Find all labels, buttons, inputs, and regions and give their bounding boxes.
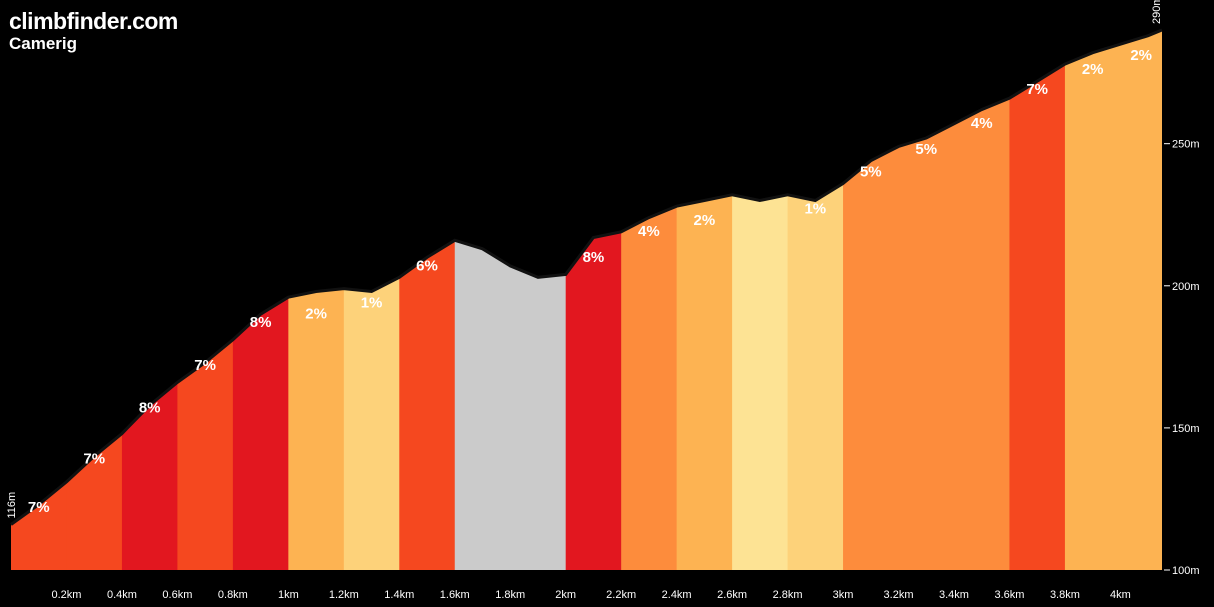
end-elevation-label: 290m (1151, 0, 1163, 24)
gradient-segment (399, 30, 456, 570)
x-tick-label: 0.2km (51, 589, 81, 601)
gradient-segment (232, 30, 289, 570)
x-tick-label: 2.4km (662, 589, 692, 601)
site-logo-text: climbfinder.com (9, 8, 178, 34)
gradient-segment (454, 30, 567, 570)
brand-block: climbfinder.com Camerig (9, 8, 178, 54)
x-tick-label: 3km (833, 589, 854, 601)
x-tick-label: 0.6km (162, 589, 192, 601)
y-tick-label: 150m (1172, 423, 1200, 435)
x-tick-label: 3.8km (1050, 589, 1080, 601)
gradient-label: 8% (583, 249, 605, 266)
y-axis-ticks: 100m 150m 200m 250m (1164, 139, 1200, 577)
gradient-segment (66, 30, 123, 570)
x-tick-label: 3.4km (939, 589, 969, 601)
start-elevation-label: 116m (6, 492, 18, 519)
gradient-segment (121, 30, 179, 570)
x-axis-ticks: 0.2km 0.4km 0.6km 0.8km 1km 1.2km 1.4km 1.6km 1.… (51, 589, 1130, 601)
gradient-label: 7% (194, 357, 216, 374)
profile-outline (10, 28, 1163, 526)
gradient-segment (843, 30, 900, 570)
gradient-label: 7% (1026, 81, 1048, 98)
x-tick-label: 1.8km (495, 589, 525, 601)
x-tick-label: 2km (555, 589, 576, 601)
gradient-label: 7% (83, 451, 105, 468)
gradient-label: 5% (915, 141, 937, 158)
gradient-segment (1120, 30, 1162, 570)
x-tick-label: 1.6km (440, 589, 470, 601)
x-tick-label: 3.6km (994, 589, 1024, 601)
gradient-bands (11, 30, 1162, 570)
gradient-label: 4% (638, 223, 660, 240)
y-tick-label: 200m (1172, 281, 1200, 293)
gradient-label: 8% (139, 399, 161, 416)
x-tick-label: 2.6km (717, 589, 747, 601)
gradient-label: 6% (416, 257, 438, 274)
gradient-label: 5% (860, 164, 882, 181)
gradient-label: 2% (694, 212, 716, 229)
gradient-label: 4% (971, 115, 993, 132)
gradient-segment (1064, 30, 1121, 570)
elevation-end-labels: 116m 290m (6, 0, 1163, 519)
gradient-segment (1009, 30, 1066, 570)
y-tick-label: 250m (1172, 139, 1200, 151)
x-tick-label: 0.4km (107, 589, 137, 601)
climb-name: Camerig (9, 34, 78, 53)
gradient-labels: 7% 7% 8% 7% 8% 2% 1% 6% 8% 4% 2% 1% 5% 5% 4% 7% 2% 2% (28, 47, 1152, 516)
x-tick-label: 2.2km (606, 589, 636, 601)
gradient-label: 1% (361, 294, 383, 311)
x-tick-label: 2.8km (773, 589, 803, 601)
x-tick-label: 1km (278, 589, 299, 601)
gradient-segment (787, 30, 844, 570)
gradient-segment (676, 30, 733, 570)
x-tick-label: 1.2km (329, 589, 359, 601)
gradient-segment (565, 30, 622, 570)
gradient-label: 2% (1130, 47, 1152, 64)
gradient-segment (732, 30, 789, 570)
x-tick-label: 3.2km (884, 589, 914, 601)
x-tick-label: 4km (1110, 589, 1131, 601)
gradient-segment (177, 30, 234, 570)
gradient-label: 8% (250, 314, 272, 331)
gradient-label: 2% (305, 306, 327, 323)
x-tick-label: 0.8km (218, 589, 248, 601)
gradient-label: 2% (1082, 61, 1104, 78)
gradient-label: 1% (804, 200, 826, 217)
x-tick-label: 1.4km (384, 589, 414, 601)
gradient-label: 7% (28, 499, 50, 516)
gradient-segment (898, 30, 955, 570)
y-tick-label: 100m (1172, 565, 1200, 577)
gradient-segment (621, 30, 678, 570)
